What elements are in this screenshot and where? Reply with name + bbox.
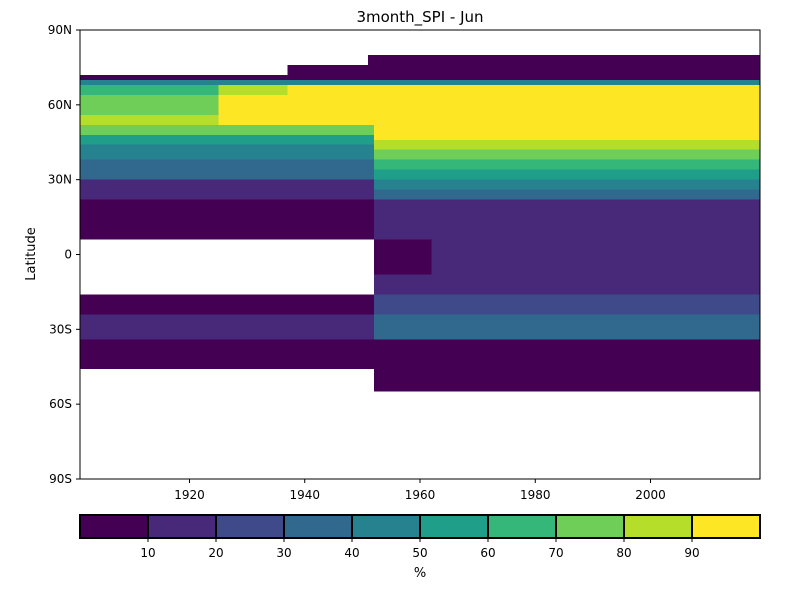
colorbar-swatch — [147, 514, 217, 539]
y-tick-label: 30N — [48, 173, 72, 187]
heatmap-cell — [368, 54, 760, 65]
x-tick-label: 1960 — [405, 488, 436, 502]
heatmap-cell — [287, 84, 760, 95]
heatmap-cell — [80, 79, 760, 85]
colorbar-tick-label: 70 — [548, 546, 563, 560]
colorbar-label: % — [414, 566, 426, 581]
heatmap-cell — [373, 314, 760, 340]
heatmap-cells — [80, 54, 761, 392]
y-tick-label: 30S — [49, 322, 72, 336]
colorbar-tick-label: 90 — [684, 546, 699, 560]
heatmap-cell — [373, 179, 760, 190]
heatmap-cell — [373, 124, 760, 140]
heatmap-cell — [80, 134, 374, 145]
y-tick-label: 60S — [49, 397, 72, 411]
heatmap-cell — [80, 179, 374, 200]
colorbar-tick-label: 60 — [480, 546, 495, 560]
y-axis-label: Latitude — [24, 227, 39, 281]
heatmap-cell — [373, 139, 760, 150]
y-tick-label: 0 — [64, 248, 72, 262]
x-tick-label: 2000 — [635, 488, 666, 502]
y-tick-label: 60N — [48, 98, 72, 112]
y-tick-label: 90N — [48, 23, 72, 37]
heatmap-cell — [80, 74, 760, 80]
heatmap-cell — [373, 199, 760, 240]
heatmap-cell — [80, 199, 374, 240]
y-tick-label: 90S — [49, 472, 72, 486]
heatmap-cell — [80, 94, 219, 115]
heatmap-cell — [80, 314, 374, 340]
heatmap-cell — [218, 84, 288, 95]
colorbar-swatch — [623, 514, 693, 539]
colorbar-tick-label: 40 — [344, 546, 359, 560]
colorbar-swatch — [487, 514, 557, 539]
colorbar-swatch — [351, 514, 421, 539]
heatmap-cell — [373, 149, 760, 160]
heatmap-cell — [373, 189, 760, 200]
heatmap-cell — [373, 274, 760, 295]
heatmap-cell — [80, 144, 374, 160]
x-axis: 1920 1940 1960 1980 2000 — [174, 479, 666, 502]
x-tick-label: 1980 — [520, 488, 551, 502]
heatmap-cell — [373, 169, 760, 180]
heatmap-cell — [373, 159, 760, 170]
heatmap-cell — [431, 239, 760, 275]
colorbar-tick-label: 30 — [276, 546, 291, 560]
heatmap-cell — [373, 369, 760, 392]
colorbar-swatch — [79, 514, 149, 539]
heatmap-cell — [80, 339, 760, 370]
heatmap-cell — [80, 159, 374, 180]
heatmap-cell — [368, 64, 760, 75]
colorbar: 10 20 30 40 50 60 70 80 90 — [79, 514, 761, 560]
colorbar-swatch — [555, 514, 625, 539]
colorbar-tick-label: 10 — [140, 546, 155, 560]
colorbar-swatch — [419, 514, 489, 539]
colorbar-swatch — [215, 514, 285, 539]
x-tick-label: 1920 — [174, 488, 205, 502]
x-tick-label: 1940 — [289, 488, 320, 502]
colorbar-tick-label: 50 — [412, 546, 427, 560]
heatmap-cell — [80, 114, 219, 125]
colorbar-swatch — [283, 514, 353, 539]
y-axis: 90N 60N 30N 0 30S 60S 90S — [48, 23, 80, 486]
heatmap-cell — [373, 239, 432, 275]
heatmap-cell — [218, 114, 761, 125]
colorbar-tick-label: 20 — [208, 546, 223, 560]
heatmap-cell — [287, 64, 369, 75]
heatmap-cell — [80, 124, 374, 135]
colorbar-swatch — [691, 514, 761, 539]
colorbar-tick-label: 80 — [616, 546, 631, 560]
chart-title: 3month_SPI - Jun — [356, 8, 483, 27]
heatmap-cell — [218, 94, 761, 115]
heatmap-cell — [373, 294, 760, 315]
heatmap-cell — [80, 294, 374, 315]
heatmap-cell — [80, 84, 219, 95]
